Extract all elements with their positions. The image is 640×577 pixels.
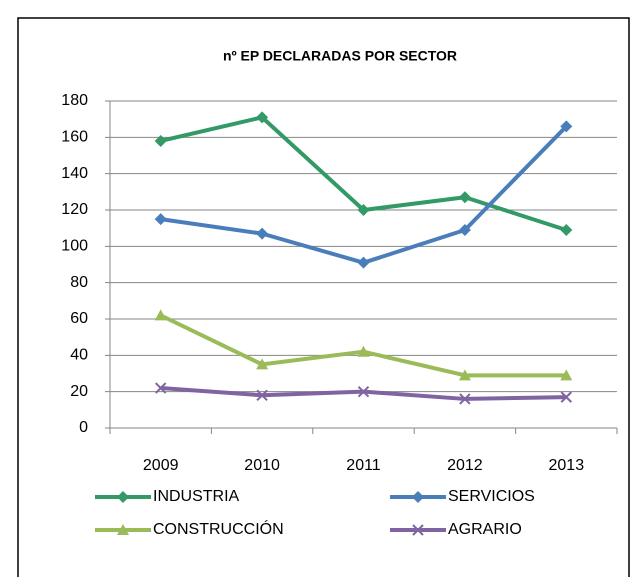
marker <box>560 223 573 236</box>
marker <box>412 524 424 536</box>
x-tick-label: 2011 <box>346 457 381 474</box>
marker <box>256 389 268 402</box>
y-tick-label: 160 <box>61 129 88 146</box>
marker <box>412 491 424 503</box>
marker <box>154 309 167 321</box>
marker <box>154 134 167 147</box>
marker <box>154 382 167 394</box>
y-tick-label: 100 <box>61 238 88 255</box>
marker <box>117 524 129 535</box>
y-tick-label: 40 <box>70 347 88 364</box>
marker <box>117 491 129 503</box>
chart-border <box>17 17 630 577</box>
marker <box>560 391 573 403</box>
y-tick-label: 60 <box>70 310 88 327</box>
legend-label: CONSTRUCCIÓN <box>153 519 284 538</box>
marker <box>256 358 269 370</box>
x-tick-label: 2012 <box>447 457 483 474</box>
marker <box>154 213 167 226</box>
x-tick-label: 2010 <box>244 457 280 474</box>
marker <box>357 204 370 216</box>
marker <box>357 385 370 398</box>
marker <box>357 345 370 357</box>
legend-label: AGRARIO <box>448 521 522 538</box>
x-tick-label: 2013 <box>549 457 585 474</box>
marker <box>458 191 471 204</box>
y-tick-label: 20 <box>70 383 88 400</box>
marker <box>459 393 471 405</box>
marker <box>458 223 471 236</box>
legend-label: SERVICIOS <box>448 488 535 505</box>
chart-title: nº EP DECLARADAS POR SECTOR <box>223 48 457 64</box>
y-tick-label: 180 <box>61 92 88 109</box>
y-tick-label: 0 <box>79 419 88 436</box>
y-tick-label: 80 <box>70 274 88 291</box>
x-tick-label: 2009 <box>143 457 179 474</box>
marker <box>256 227 269 240</box>
legend-label: INDUSTRIA <box>153 488 240 505</box>
y-tick-label: 140 <box>61 165 88 182</box>
marker <box>357 256 370 269</box>
marker <box>256 111 269 124</box>
marker <box>560 120 573 133</box>
y-tick-label: 120 <box>61 201 88 218</box>
marker <box>560 369 573 381</box>
marker <box>458 369 471 381</box>
